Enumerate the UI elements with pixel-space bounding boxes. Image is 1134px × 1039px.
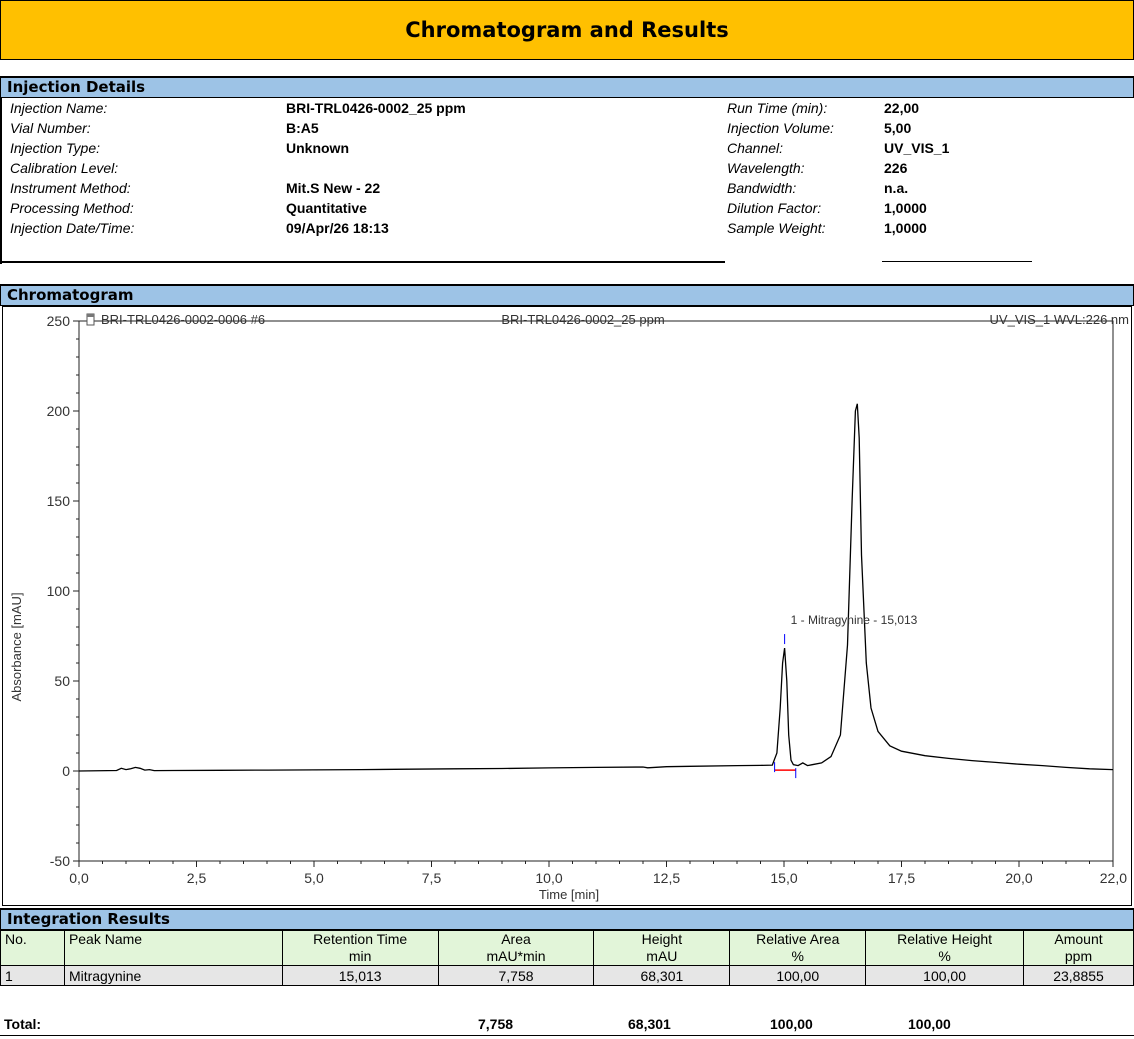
col-header-height: Height mAU [593,930,731,966]
y-tick-label: 200 [47,403,71,419]
detail-label: Injection Date/Time: [10,220,135,236]
y-tick-label: -50 [50,853,70,869]
detail-value: Quantitative [286,200,367,216]
col-header-area: Area mAU*min [437,930,595,966]
chromatogram-trace [78,403,1114,772]
x-tick-label: 7,5 [422,870,442,886]
detail-label: Bandwidth: [727,180,797,196]
y-tick-label: 100 [47,583,71,599]
detail-label: Vial Number: [10,120,91,136]
table-row: 1 Mitragynine 15,013 7,758 68,301 100,00… [0,965,1134,986]
details-rule-right [882,261,1032,262]
vial-icon [86,313,95,326]
chart-top-center-label: BRI-TRL0426-0002_25 ppm [501,312,664,327]
x-tick-label: 22,0 [1100,870,1127,886]
chromatogram-chart: -50 0 50 100 150 200 250 0,0 2,5 5,0 7,5 10,0 12,5 15… [9,312,1129,902]
x-tick-label: 5,0 [304,870,324,886]
detail-value: Mit.S New - 22 [286,180,381,196]
total-area: 7,758 [478,1016,514,1032]
detail-value: 5,00 [884,120,912,136]
cell-no: 1 [0,965,65,986]
table-header-row: No. Peak Name Retention Time min Area mAU*… [0,930,1134,966]
x-tick-label: 12,5 [653,870,680,886]
chromatogram-panel: -50 0 50 100 150 200 250 0,0 2,5 5,0 7,5 10,0 12,5 15… [2,306,1132,906]
cell-peak-name: Mitragynine [63,965,283,986]
detail-label: Instrument Method: [10,180,131,196]
cell-retention-time: 15,013 [281,965,439,986]
detail-label: Sample Weight: [727,220,826,236]
detail-value: 226 [884,160,908,176]
col-header-retention-time: Retention Time min [281,930,439,966]
detail-value: UV_VIS_1 [884,140,950,156]
total-relative-height: 100,00 [908,1016,951,1032]
detail-label: Injection Type: [10,140,101,156]
col-header-peak-name: Peak Name [63,930,283,966]
col-header-relative-area: Relative Area% [729,930,867,966]
integration-results-header: Integration Results [0,908,1134,930]
y-tick-label: 50 [54,673,70,689]
detail-label: Run Time (min): [727,100,828,116]
detail-value: 1,0000 [884,220,927,236]
total-height: 68,301 [628,1016,671,1032]
cell-relative-area: 100,00 [729,965,867,986]
detail-value: 09/Apr/26 18:13 [286,220,389,236]
y-tick-label: 150 [47,493,71,509]
detail-label: Injection Name: [10,100,108,116]
detail-value: BRI-TRL0426-0002_25 ppm [286,100,466,116]
total-underline [0,1035,1134,1036]
x-axis-label: Time [min] [539,887,599,902]
detail-value: 1,0000 [884,200,927,216]
total-relative-area: 100,00 [770,1016,813,1032]
detail-value: n.a. [884,180,909,196]
y-tick-label: 0 [62,763,70,779]
cell-area: 7,758 [437,965,595,986]
report-title: Chromatogram and Results [0,0,1134,60]
chart-axes: -50 0 50 100 150 200 250 0,0 2,5 5,0 7,5 10,0 12,5 15… [47,313,1128,886]
total-label: Total: [4,1016,42,1032]
detail-label: Injection Volume: [727,120,834,136]
x-tick-label: 17,5 [888,870,915,886]
injection-details-header: Injection Details [0,76,1134,98]
cell-height: 68,301 [593,965,731,986]
y-axis-label: Absorbance [mAU] [9,592,24,701]
chart-top-left-label: BRI-TRL0426-0002-0006 #6 [101,312,265,327]
col-header-relative-height: Relative Height% [865,930,1025,966]
x-tick-label: 0,0 [69,870,89,886]
plot-frame [78,320,1114,862]
chromatogram-header: Chromatogram [0,284,1134,306]
col-header-no: No. [0,930,65,966]
x-tick-label: 20,0 [1005,870,1032,886]
details-rule-left [0,261,725,263]
chart-top-right-label: UV_VIS_1 WVL:226 nm [990,312,1129,327]
cell-relative-height: 100,00 [865,965,1025,986]
detail-value: 22,00 [884,100,920,116]
details-left-border [0,98,2,264]
y-tick-label: 250 [47,313,71,329]
integration-table: No. Peak Name Retention Time min Area mAU*… [0,930,1134,986]
peak-annotation-label: 1 - Mitragynine - 15,013 [791,613,918,627]
detail-label: Channel: [727,140,784,156]
detail-label: Dilution Factor: [727,200,822,216]
detail-value: B:A5 [286,120,319,136]
chart-plot: 1 - Mitragynine - 15,013 [78,403,1114,779]
detail-label: Processing Method: [10,200,134,216]
detail-label: Calibration Level: [10,160,119,176]
detail-value: Unknown [286,140,349,156]
col-header-amount: Amount ppm [1023,930,1134,966]
cell-amount: 23,8855 [1023,965,1134,986]
detail-label: Wavelength: [727,160,805,176]
x-tick-label: 15,0 [770,870,797,886]
injection-details: Injection Name: BRI-TRL0426-0002_25 ppm … [0,98,1134,263]
total-row: Total: 7,758 68,301 100,00 100,00 [0,1013,1134,1037]
x-tick-label: 10,0 [535,870,562,886]
x-tick-label: 2,5 [187,870,207,886]
